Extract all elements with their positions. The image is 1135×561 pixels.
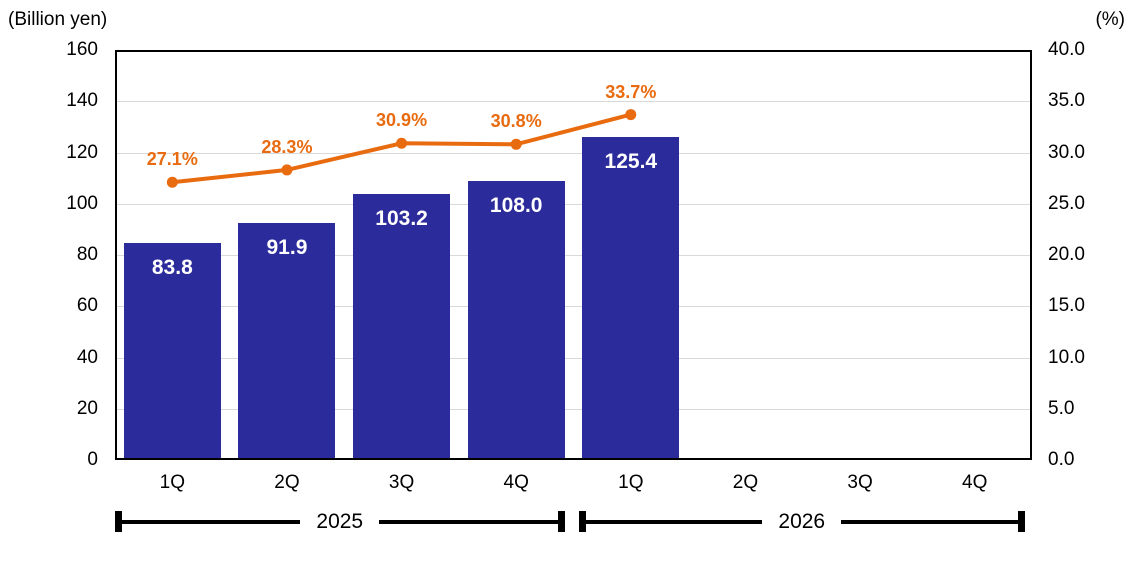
- line-value-label: 30.9%: [376, 110, 428, 131]
- line-series-layer: [166, 109, 637, 188]
- right-axis-tick: 0.0: [1048, 449, 1075, 470]
- x-axis-tick: 3Q: [388, 472, 415, 493]
- x-axis-tick: 1Q: [159, 472, 185, 493]
- left-axis-tick: 20: [76, 397, 98, 419]
- bar-2q-2025: 91.9: [238, 222, 336, 458]
- line-marker: [510, 138, 522, 150]
- year-bracket-2026: 2026: [578, 510, 1025, 533]
- bar-1q-2026: 125.4: [582, 136, 680, 458]
- right-axis-unit-label: (%): [1095, 9, 1125, 30]
- left-axis-tick: 100: [66, 192, 98, 214]
- left-axis-tick: 80: [76, 244, 98, 265]
- right-axis-tick: 35.0: [1048, 90, 1085, 112]
- line-marker: [166, 176, 178, 188]
- plot-area: 83.8 91.9 103.2 108.0 125.4 27.1% 28.3% 30.9% 3…: [115, 50, 1032, 460]
- line-marker: [281, 164, 293, 176]
- right-axis-tick: 15.0: [1048, 295, 1085, 317]
- line-value-label: 27.1%: [146, 149, 198, 170]
- year-label: 2025: [316, 510, 364, 533]
- bracket-end-cap-icon: [1018, 511, 1025, 532]
- bar-value-label: 83.8: [151, 256, 193, 280]
- gridline: [117, 306, 1030, 308]
- gridline: [117, 101, 1030, 103]
- right-axis-tick: 10.0: [1048, 346, 1085, 368]
- left-axis-tick: 0: [87, 449, 98, 470]
- left-axis-tick: 140: [66, 90, 98, 112]
- bar-value-label: 108.0: [489, 194, 543, 218]
- left-axis-unit-label: (Billion yen): [8, 9, 108, 30]
- bar-value-label: 91.9: [266, 235, 308, 259]
- x-axis-tick: 3Q: [847, 472, 873, 493]
- x-axis-tick: 1Q: [618, 472, 644, 493]
- x-axis-tick: 4Q: [962, 472, 988, 493]
- bracket-end-cap-icon: [115, 511, 122, 532]
- bar-1q-2025: 83.8: [123, 243, 221, 458]
- gridline: [117, 203, 1030, 205]
- bracket-end-cap-icon: [578, 511, 586, 532]
- right-axis-tick: 5.0: [1048, 397, 1075, 419]
- bar-value-label: 125.4: [604, 149, 658, 173]
- bar-4q-2025: 108.0: [467, 181, 565, 458]
- left-axis-tick: 40: [76, 346, 98, 368]
- line-value-label: 28.3%: [261, 136, 313, 157]
- bracket-line: [379, 519, 558, 524]
- bracket-line: [585, 519, 763, 524]
- right-axis-tick: 40.0: [1048, 39, 1085, 60]
- year-label: 2026: [778, 510, 826, 533]
- gridline: [117, 408, 1030, 410]
- gridline: [117, 255, 1030, 256]
- left-axis-tick: 160: [66, 39, 98, 60]
- gridline: [117, 152, 1030, 154]
- line-marker: [625, 109, 637, 121]
- bracket-line: [122, 519, 301, 524]
- x-axis-tick: 2Q: [732, 472, 759, 493]
- right-axis-tick: 30.0: [1048, 141, 1085, 163]
- bar-3q-2025: 103.2: [353, 193, 451, 458]
- line-value-label: 30.8%: [490, 111, 542, 132]
- left-axis-tick: 120: [66, 141, 98, 163]
- bracket-end-cap-icon: [557, 511, 565, 532]
- bar-value-label: 103.2: [375, 206, 428, 230]
- right-axis-tick: 20.0: [1048, 244, 1085, 265]
- right-axis-tick: 25.0: [1048, 192, 1085, 214]
- left-axis-tick: 60: [76, 295, 98, 317]
- year-bracket-2025: 2025: [115, 511, 565, 532]
- line-marker: [396, 137, 408, 149]
- line-value-label: 33.7%: [605, 81, 657, 102]
- gridline: [117, 357, 1030, 359]
- x-axis-tick: 2Q: [274, 472, 300, 493]
- bracket-line: [841, 519, 1018, 524]
- x-axis-tick: 4Q: [503, 472, 529, 493]
